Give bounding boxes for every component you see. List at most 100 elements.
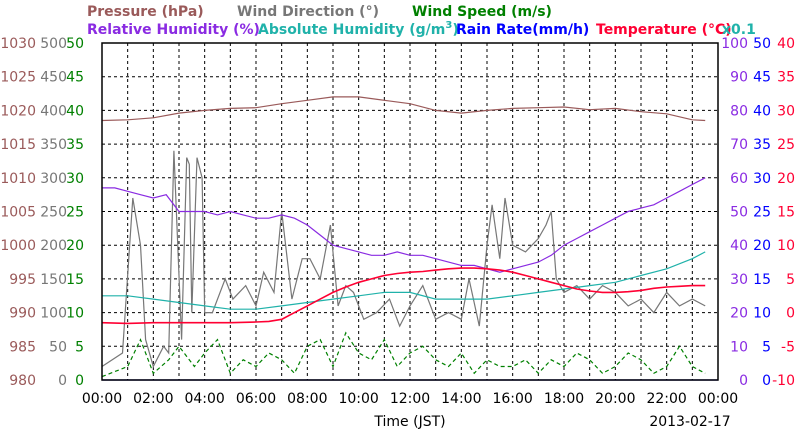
y-tick-label-temperature: 5: [786, 272, 795, 288]
legend-absolute-humidity: Absolute Humidity (g/m3): [258, 20, 459, 38]
y-tick-label-rain-rate: 0: [762, 373, 771, 389]
x-tick-label: 08:00: [287, 391, 327, 407]
y-tick-label-relative-humidity: 80: [730, 103, 748, 119]
x-tick-label: 00:00: [82, 391, 122, 407]
y-tick-label-relative-humidity: 20: [730, 306, 748, 322]
legend-rain-rate: Rain Rate(mm/h): [456, 22, 589, 38]
y-tick-label-pressure: 1025: [0, 70, 36, 86]
y-tick-label-wind-speed: 30: [66, 171, 84, 187]
y-tick-label-wind-speed: 35: [66, 137, 84, 153]
y-tick-label-relative-humidity: 100: [721, 36, 748, 52]
y-tick-label-relative-humidity: 50: [730, 205, 748, 221]
x-tick-label: 12:00: [390, 391, 430, 407]
y-tick-label-rain-rate: 35: [753, 137, 771, 153]
series-pressure-hpa: [101, 96, 706, 122]
y-tick-label-relative-humidity: 60: [730, 171, 748, 187]
y-tick-label-temperature: 25: [777, 137, 795, 153]
y-tick-label-relative-humidity: 90: [730, 70, 748, 86]
x-tick-label: 18:00: [544, 391, 584, 407]
chart-ticks: 00:00 02:00 04:00 06:00 08:00 10:00 12:00 14:00…: [0, 36, 795, 407]
x-tick-label: 14:00: [441, 391, 481, 407]
plot-frame: [101, 42, 719, 381]
y-tick-label-pressure: 1005: [0, 205, 36, 221]
y-tick-label-wind-direction: 400: [40, 103, 67, 119]
y-tick-label-rain-rate: 20: [753, 238, 771, 254]
legend-wind-speed: Wind Speed (m/s): [412, 4, 552, 20]
y-tick-label-pressure: 995: [9, 272, 36, 288]
series-wind-speed-m-s: [101, 331, 706, 378]
chart-date: 2013-02-17: [649, 414, 730, 430]
y-tick-label-pressure: 1020: [0, 103, 36, 119]
x-tick-label: 00:00: [698, 391, 738, 407]
y-tick-label-wind-direction: 200: [40, 238, 67, 254]
y-tick-label-temperature: -5: [781, 339, 795, 355]
y-tick-label-wind-direction: 0: [58, 373, 67, 389]
y-tick-label-rain-rate: 5: [762, 339, 771, 355]
y-tick-label-wind-direction: 300: [40, 171, 67, 187]
x-axis-label: Time (JST): [373, 414, 445, 430]
x-tick-label: 22:00: [646, 391, 686, 407]
series-temperature-c: [101, 267, 706, 325]
series-wind-direction: [101, 150, 706, 369]
y-tick-label-temperature: 40: [777, 36, 795, 52]
y-tick-label-rain-rate: 25: [753, 205, 771, 221]
y-tick-label-wind-direction: 450: [40, 70, 67, 86]
x-tick-label: 16:00: [492, 391, 532, 407]
y-tick-label-temperature: 20: [777, 171, 795, 187]
legend-wind-direction: Wind Direction (°): [237, 4, 379, 20]
legend-rain-scale: x0.1: [722, 22, 756, 38]
y-tick-label-wind-speed: 50: [66, 36, 84, 52]
y-tick-label-wind-speed: 20: [66, 238, 84, 254]
legend-absolute-humidity-end: ): [452, 22, 458, 38]
y-tick-label-wind-speed: 0: [75, 373, 84, 389]
y-tick-label-rain-rate: 15: [753, 272, 771, 288]
y-tick-label-wind-speed: 15: [66, 272, 84, 288]
legend-relative-humidity: Relative Humidity (%): [87, 22, 260, 38]
y-tick-label-pressure: 990: [9, 306, 36, 322]
y-tick-label-rain-rate: 45: [753, 70, 771, 86]
y-tick-label-rain-rate: 30: [753, 171, 771, 187]
y-tick-label-temperature: 15: [777, 205, 795, 221]
y-tick-label-wind-direction: 500: [40, 36, 67, 52]
y-tick-label-temperature: -10: [772, 373, 795, 389]
series-absolute-humidity-g-m3: [102, 251, 706, 310]
y-tick-label-rain-rate: 10: [753, 306, 771, 322]
y-tick-label-pressure: 1000: [0, 238, 36, 254]
y-tick-label-pressure: 1015: [0, 137, 36, 153]
legend-pressure: Pressure (hPa): [87, 4, 204, 20]
y-tick-label-pressure: 980: [9, 373, 36, 389]
y-tick-label-pressure: 1010: [0, 171, 36, 187]
y-tick-label-wind-speed: 25: [66, 205, 84, 221]
y-tick-label-temperature: 10: [777, 238, 795, 254]
y-tick-label-wind-speed: 10: [66, 306, 84, 322]
y-tick-label-rain-rate: 50: [753, 36, 771, 52]
y-tick-label-relative-humidity: 10: [730, 339, 748, 355]
y-tick-label-relative-humidity: 70: [730, 137, 748, 153]
x-tick-label: 20:00: [595, 391, 635, 407]
y-tick-label-wind-speed: 5: [75, 339, 84, 355]
y-tick-label-temperature: 0: [786, 306, 795, 322]
y-tick-label-relative-humidity: 40: [730, 238, 748, 254]
x-tick-label: 02:00: [133, 391, 173, 407]
x-tick-label: 04:00: [184, 391, 224, 407]
y-tick-label-relative-humidity: 30: [730, 272, 748, 288]
y-tick-label-wind-direction: 350: [40, 137, 67, 153]
legend-absolute-humidity-sup: 3: [445, 20, 452, 31]
y-tick-label-temperature: 35: [777, 70, 795, 86]
legend-temperature: Temperature (°C): [596, 22, 732, 38]
y-tick-label-temperature: 30: [777, 103, 795, 119]
y-tick-label-wind-direction: 250: [40, 205, 67, 221]
y-tick-label-wind-direction: 150: [40, 272, 67, 288]
y-tick-label-relative-humidity: 0: [739, 373, 748, 389]
x-tick-label: 06:00: [236, 391, 276, 407]
y-tick-label-rain-rate: 40: [753, 103, 771, 119]
series-relative-humidity: [102, 177, 706, 273]
y-tick-label-pressure: 1030: [0, 36, 36, 52]
legend-absolute-humidity-text: Absolute Humidity (g/m: [258, 22, 445, 38]
y-tick-label-wind-speed: 40: [66, 103, 84, 119]
y-tick-label-wind-speed: 45: [66, 70, 84, 86]
y-tick-label-pressure: 985: [9, 339, 36, 355]
x-tick-label: 10:00: [338, 391, 378, 407]
